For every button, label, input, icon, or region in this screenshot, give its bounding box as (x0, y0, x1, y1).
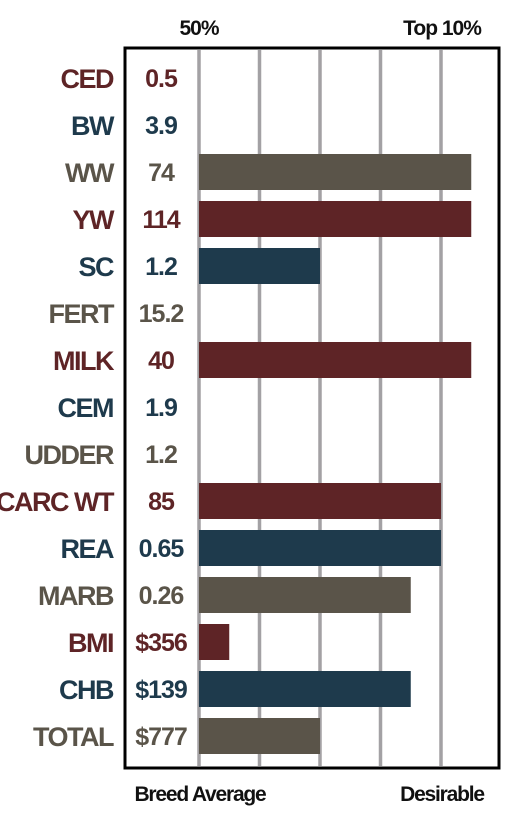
footer-label-breed-average: Breed Average (134, 783, 266, 806)
value-label-carc-wt: 85 (148, 488, 175, 516)
trait-label-rea: REA (60, 534, 114, 564)
trait-label-sc: SC (78, 252, 114, 282)
trait-label-marb: MARB (38, 581, 114, 611)
value-label-marb: 0.26 (139, 582, 184, 610)
value-label-bmi: $356 (135, 629, 187, 657)
value-label-udder: 1.2 (145, 441, 177, 469)
trait-label-bmi: BMI (68, 628, 113, 658)
bar-sc (199, 248, 320, 284)
trait-label-udder: UDDER (24, 440, 114, 470)
value-label-total: $777 (135, 723, 187, 751)
bar-yw (199, 201, 472, 237)
bar-milk (199, 342, 472, 378)
bar-group (199, 154, 472, 754)
trait-label-total: TOTAL (33, 722, 114, 752)
trait-label-fert: FERT (49, 299, 116, 329)
value-label-sc: 1.2 (145, 253, 177, 281)
chart-frame (123, 46, 501, 770)
value-label-chb: $139 (135, 676, 187, 704)
trait-label-carc-wt: CARC WT (0, 487, 115, 517)
trait-label-cem: CEM (58, 393, 114, 423)
trait-label-chb: CHB (59, 675, 114, 705)
header-label-50pct: 50% (179, 17, 219, 40)
trait-label-yw: YW (73, 205, 116, 235)
bar-marb (199, 577, 411, 613)
value-label-milk: 40 (148, 347, 174, 375)
footer-label-desirable: Desirable (400, 783, 484, 806)
trait-label-ced: CED (60, 64, 114, 94)
row-labels: CED 0.5 BW 3.9 WW 74 YW 114 SC 1.2 FERT 15.2 MILK 40 C… (0, 64, 188, 752)
value-label-bw: 3.9 (145, 112, 177, 140)
value-label-ced: 0.5 (145, 65, 178, 93)
bar-total (199, 718, 320, 754)
trait-label-milk: MILK (53, 346, 115, 376)
value-label-rea: 0.65 (139, 535, 185, 563)
bar-rea (199, 530, 441, 566)
bar-chb (199, 671, 411, 707)
trait-label-ww: WW (65, 158, 115, 188)
value-label-cem: 1.9 (145, 394, 177, 422)
bar-carc-wt (199, 483, 441, 519)
trait-label-bw: BW (71, 111, 115, 141)
value-label-ww: 74 (148, 159, 175, 187)
bar-ww (199, 154, 472, 190)
value-label-yw: 114 (142, 206, 180, 234)
header-label-top10: Top 10% (403, 17, 482, 40)
bar-bmi (199, 624, 230, 660)
value-label-fert: 15.2 (139, 300, 184, 328)
